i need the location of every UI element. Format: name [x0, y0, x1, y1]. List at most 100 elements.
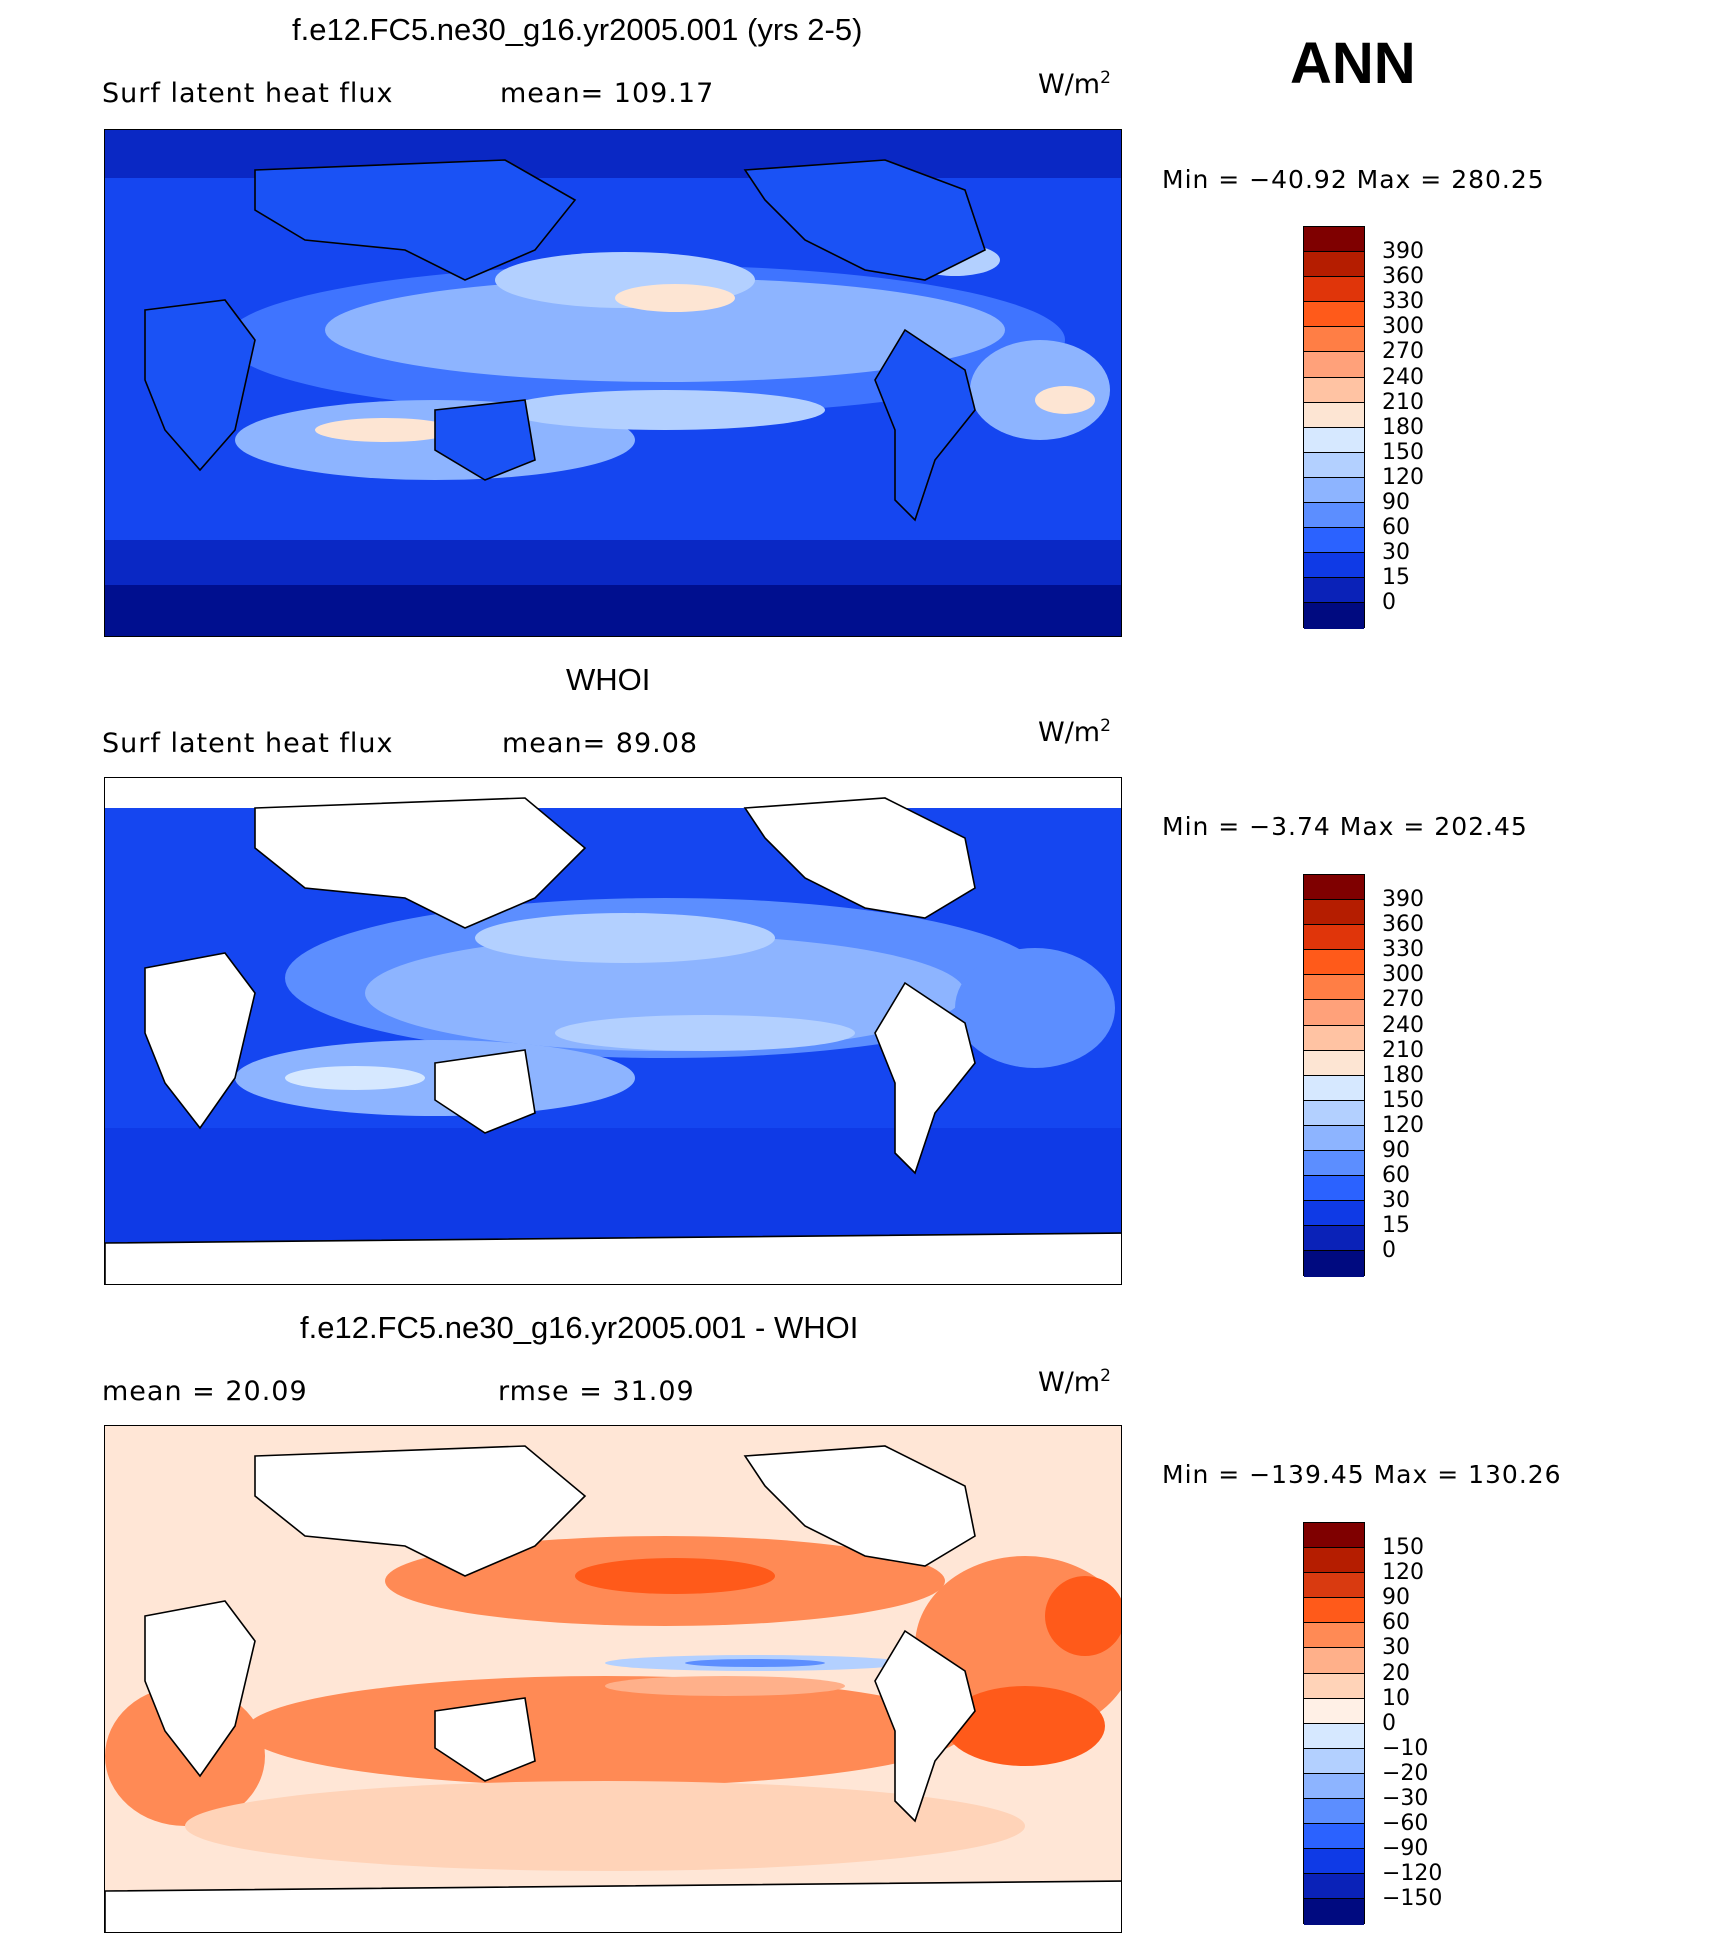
colorbar-swatch: [1304, 427, 1364, 453]
colorbar-tick-label: 240: [1382, 365, 1424, 390]
colorbar-swatch: [1304, 528, 1364, 554]
colorbar-swatch: [1304, 1548, 1364, 1574]
colorbar-swatch: [1304, 875, 1364, 901]
colorbar-tick-label: 180: [1382, 415, 1424, 440]
rmse-value: rmse = 31.09: [498, 1376, 695, 1407]
colorbar-swatch: [1304, 227, 1364, 253]
colorbar-swatch: [1304, 1623, 1364, 1649]
colorbar-tick-label: −150: [1382, 1886, 1443, 1911]
map-obs-field: [105, 778, 1121, 1284]
colorbar-swatch: [1304, 1226, 1364, 1252]
colorbar-tick-label: 150: [1382, 440, 1424, 465]
colorbar-tick-label: −120: [1382, 1861, 1443, 1886]
colorbar-tick-label: 330: [1382, 289, 1424, 314]
units-label: W/m2: [1038, 716, 1111, 748]
colorbar-swatch: [1304, 1648, 1364, 1674]
units-label: W/m2: [1038, 68, 1111, 100]
colorbar-swatch: [1304, 1000, 1364, 1026]
colorbar-swatch: [1304, 302, 1364, 328]
colorbar-tick-label: 210: [1382, 390, 1424, 415]
colorbar-swatch: [1304, 950, 1364, 976]
colorbar-tick-label: 0: [1382, 1711, 1396, 1736]
colorbar-tick-label: 120: [1382, 1113, 1424, 1138]
panel-title: f.e12.FC5.ne30_g16.yr2005.001 (yrs 2-5): [292, 12, 863, 47]
colorbar-tick-label: 30: [1382, 1635, 1410, 1660]
colorbar-tick-label: 15: [1382, 1213, 1410, 1238]
colorbar-tick-label: 330: [1382, 937, 1424, 962]
colorbar-tick-label: 150: [1382, 1535, 1424, 1560]
colorbar-swatch: [1304, 1824, 1364, 1850]
colorbar-tick-label: 15: [1382, 565, 1410, 590]
colorbar-tick-label: 390: [1382, 887, 1424, 912]
colorbar-swatch: [1304, 402, 1364, 428]
colorbar-tick-label: 360: [1382, 912, 1424, 937]
colorbar-swatch: [1304, 1151, 1364, 1177]
colorbar-tick-label: 120: [1382, 465, 1424, 490]
colorbar-swatch: [1304, 553, 1364, 579]
colorbar-tick-label: −30: [1382, 1786, 1429, 1811]
colorbar-tick-label: 90: [1382, 1585, 1410, 1610]
colorbar-swatch: [1304, 1025, 1364, 1051]
colorbar-swatch: [1304, 1673, 1364, 1699]
colorbar-tick-label: 270: [1382, 339, 1424, 364]
colorbar-tick-label: 150: [1382, 1088, 1424, 1113]
colorbar-tick-label: 300: [1382, 962, 1424, 987]
colorbar-tick-label: 90: [1382, 490, 1410, 515]
colorbar-swatch: [1304, 452, 1364, 478]
colorbar-swatch: [1304, 1849, 1364, 1875]
mean-value: mean = 20.09: [102, 1376, 308, 1407]
colorbar-swatch: [1304, 1773, 1364, 1800]
colorbar-swatch: [1304, 1075, 1364, 1101]
map-obs: [104, 777, 1122, 1285]
panel-title: f.e12.FC5.ne30_g16.yr2005.001 - WHOI: [300, 1310, 859, 1345]
colorbar-swatch: [1304, 1874, 1364, 1900]
colorbar-tick-label: 180: [1382, 1063, 1424, 1088]
colorbar-swatch: [1304, 1125, 1364, 1152]
colorbar-swatch: [1304, 1176, 1364, 1202]
colorbar-tick-label: 10: [1382, 1686, 1410, 1711]
map-model: [104, 129, 1122, 637]
colorbar-swatch: [1304, 477, 1364, 504]
field-label: Surf latent heat flux: [102, 78, 394, 109]
colorbar-swatch: [1304, 277, 1364, 303]
colorbar-swatch: [1304, 1201, 1364, 1227]
colorbar-diff: [1303, 1522, 1365, 1925]
units-label: W/m2: [1038, 1366, 1111, 1398]
colorbar-swatch: [1304, 1100, 1364, 1126]
colorbar-swatch: [1304, 578, 1364, 604]
colorbar-tick-label: 30: [1382, 540, 1410, 565]
mean-value: mean= 89.08: [502, 728, 699, 759]
field-label: Surf latent heat flux: [102, 728, 394, 759]
colorbar-tick-label: 90: [1382, 1138, 1410, 1163]
colorbar-tick-label: 60: [1382, 1163, 1410, 1188]
colorbar-tick-label: −60: [1382, 1811, 1429, 1836]
colorbar-tick-label: 60: [1382, 515, 1410, 540]
colorbar-tick-label: 0: [1382, 1238, 1396, 1263]
colorbar-tick-label: −90: [1382, 1836, 1429, 1861]
colorbar-tick-label: 390: [1382, 239, 1424, 264]
colorbar-tick-label: 240: [1382, 1013, 1424, 1038]
min-max-readout: Min = −139.45 Max = 130.26: [1162, 1460, 1562, 1489]
colorbar-swatch: [1304, 352, 1364, 378]
colorbar-tick-label: 20: [1382, 1661, 1410, 1686]
colorbar-tick-label: 30: [1382, 1188, 1410, 1213]
colorbar-tick-label: 60: [1382, 1610, 1410, 1635]
colorbar-tick-label: 0: [1382, 590, 1396, 615]
colorbar-tick-label: 120: [1382, 1560, 1424, 1585]
panel-title: WHOI: [566, 662, 651, 697]
colorbar-tick-label: −10: [1382, 1736, 1429, 1761]
map-model-field: [105, 130, 1121, 636]
map-diff-field: [105, 1426, 1121, 1932]
colorbar-obs: [1303, 874, 1365, 1277]
colorbar-swatch: [1304, 900, 1364, 926]
colorbar-swatch: [1304, 1523, 1364, 1549]
mean-value: mean= 109.17: [500, 78, 715, 109]
colorbar-swatch: [1304, 327, 1364, 353]
colorbar-tick-label: 270: [1382, 987, 1424, 1012]
colorbar-swatch: [1304, 1723, 1364, 1749]
colorbar-swatch: [1304, 1050, 1364, 1076]
colorbar-swatch: [1304, 377, 1364, 403]
colorbar-tick-label: 360: [1382, 264, 1424, 289]
colorbar-swatch: [1304, 252, 1364, 278]
season-label: ANN: [1290, 31, 1416, 96]
